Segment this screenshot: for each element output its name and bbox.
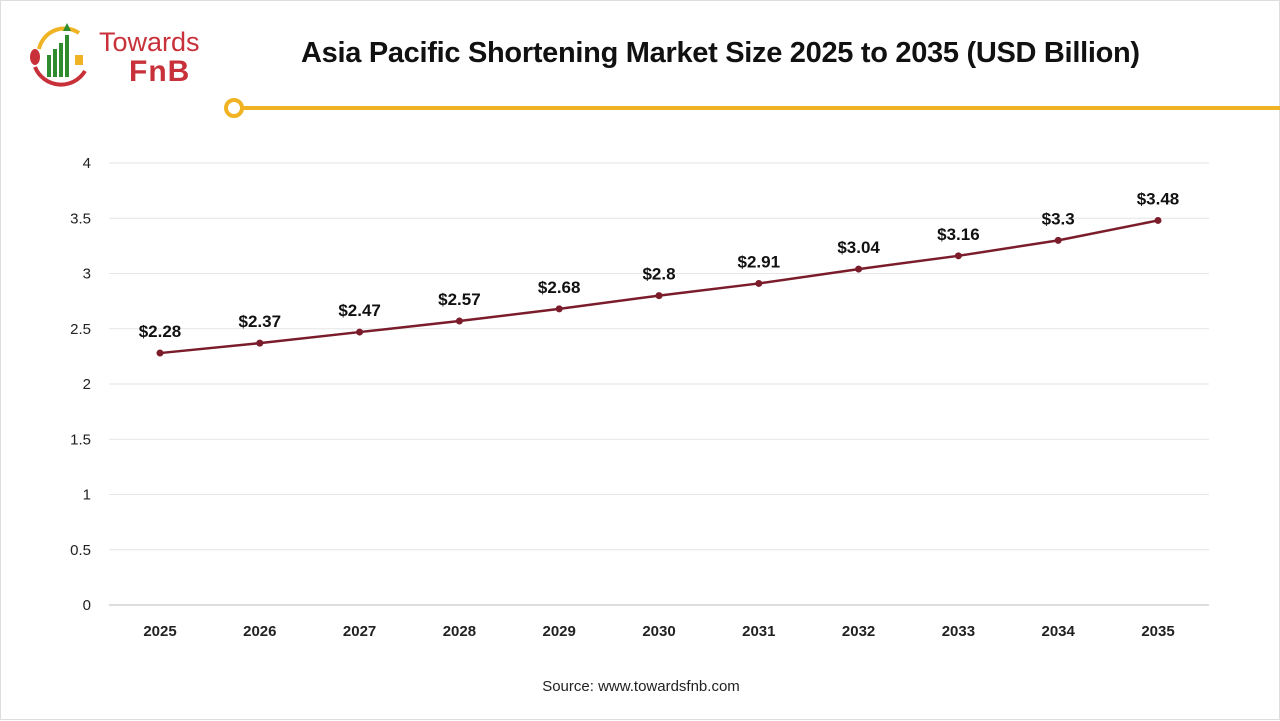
data-point (156, 349, 164, 357)
y-tick-label: 0.5 (70, 542, 91, 559)
y-tick-label: 0 (83, 597, 91, 614)
y-tick-label: 3 (83, 266, 91, 283)
y-tick-label: 1 (83, 487, 91, 504)
y-tick-label: 1.5 (70, 431, 91, 448)
x-tick-label: 2025 (143, 623, 176, 640)
data-point (256, 339, 264, 347)
brand-subname: FnB (129, 55, 191, 88)
data-label: $2.57 (438, 290, 481, 309)
data-point (555, 305, 563, 313)
underline-ring (224, 98, 244, 118)
y-tick-label: 3.5 (70, 210, 91, 227)
data-label: $3.04 (837, 238, 880, 257)
data-point (855, 265, 863, 273)
data-label: $2.68 (538, 278, 581, 297)
data-label: $2.8 (642, 265, 675, 284)
x-tick-label: 2032 (842, 623, 875, 640)
data-point (755, 279, 763, 287)
data-point (455, 317, 463, 325)
data-point (1154, 216, 1162, 224)
data-label: $2.28 (139, 322, 182, 341)
y-tick-label: 2.5 (70, 321, 91, 338)
x-tick-label: 2026 (243, 623, 276, 640)
x-tick-label: 2030 (642, 623, 675, 640)
x-tick-label: 2035 (1141, 623, 1174, 640)
y-tick-label: 4 (83, 155, 91, 172)
x-tick-label: 2027 (343, 623, 376, 640)
data-label: $2.91 (738, 252, 781, 271)
data-point (954, 252, 962, 260)
series-line (159, 219, 1159, 355)
data-label: $3.48 (1137, 189, 1180, 208)
x-tick-label: 2028 (443, 623, 476, 640)
x-tick-label: 2034 (1042, 623, 1076, 640)
data-point (1054, 236, 1062, 244)
towards-fnb-logo (30, 23, 87, 87)
data-label: $2.37 (239, 312, 282, 331)
data-label: $2.47 (338, 301, 381, 320)
data-point (356, 328, 364, 336)
x-tick-label: 2029 (543, 623, 576, 640)
data-point (655, 292, 663, 300)
x-tick-label: 2031 (742, 623, 775, 640)
title-underline (243, 106, 1280, 110)
chart-title: Asia Pacific Shortening Market Size 2025… (301, 37, 1140, 69)
y-tick-label: 2 (83, 376, 91, 393)
brand-name: Towards (99, 27, 200, 57)
source-note: Source: www.towardsfnb.com (542, 678, 740, 695)
x-tick-label: 2033 (942, 623, 975, 640)
data-label: $3.16 (937, 225, 980, 244)
data-label: $3.3 (1042, 209, 1075, 228)
